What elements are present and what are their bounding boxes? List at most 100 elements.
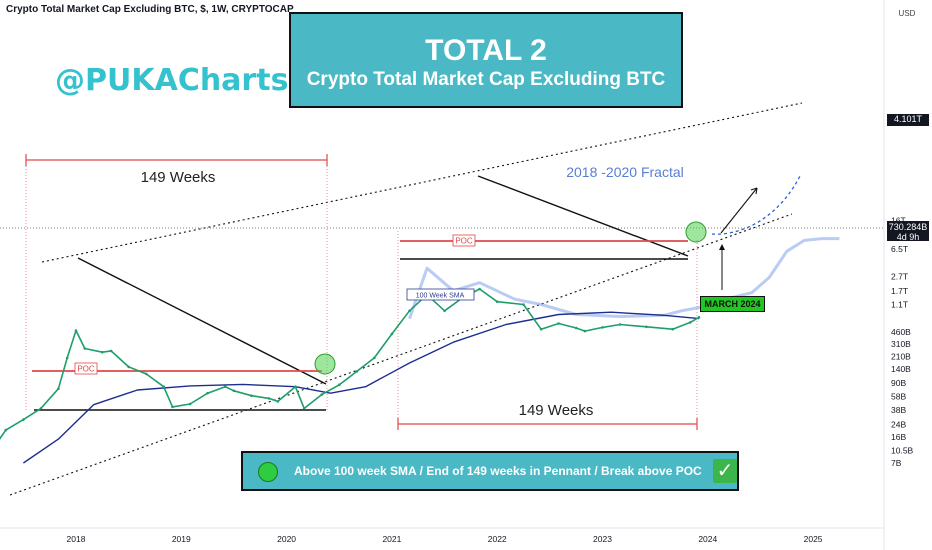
price-point [688, 321, 692, 324]
title-box: TOTAL 2 Crypto Total Market Cap Excludin… [289, 12, 683, 108]
price-point [697, 316, 701, 319]
x-tick-label: 2018 [67, 534, 86, 544]
price-point [671, 327, 674, 331]
price-point [144, 372, 148, 376]
y-tick-label: 1.1T [891, 299, 908, 309]
price-point [188, 402, 192, 406]
price-point [162, 385, 165, 389]
price-point [267, 397, 271, 400]
price-point [83, 347, 87, 350]
y-tick-label: 10.5B [891, 445, 914, 455]
current-price-value: 730.284B [888, 222, 928, 232]
checkmark-icon: ✓ [713, 459, 737, 483]
x-tick-label: 2020 [277, 534, 296, 544]
title-sub: Crypto Total Market Cap Excluding BTC [306, 69, 666, 90]
price-point [250, 394, 253, 398]
y-tick-label: 310B [891, 339, 911, 349]
series-layer [0, 237, 840, 464]
upper-price-tag: 4.101T [887, 114, 929, 126]
y-tick-label: 16B [891, 432, 906, 442]
x-tick-label: 2025 [804, 534, 823, 544]
chart-header: Crypto Total Market Cap Excluding BTC, $… [6, 4, 294, 15]
lower-channel-line [9, 213, 793, 496]
march-label: MARCH 2024 [700, 296, 765, 312]
price-point [645, 325, 648, 329]
price-point [206, 391, 209, 395]
poc-tag-1: POC [77, 365, 95, 374]
projection-curve [711, 175, 801, 235]
x-tick-label: 2019 [172, 534, 191, 544]
price-point [39, 407, 43, 410]
price-point [522, 303, 525, 306]
weeks-top-label: 149 Weeks [141, 169, 216, 186]
x-tick-label: 2024 [698, 534, 717, 544]
poc-tag-1-box [74, 362, 98, 375]
price-point [338, 383, 341, 387]
y-axis-currency: USD [899, 9, 916, 18]
y-tick-label: 90B [891, 378, 906, 388]
x-tick-label: 2022 [488, 534, 507, 544]
y-tick-label: 210B [891, 351, 911, 361]
sma-tag-box [406, 288, 475, 301]
price-point [583, 329, 587, 333]
pennant1-top [77, 257, 327, 385]
price-point [557, 322, 560, 325]
price-point [171, 405, 174, 409]
x-tick-label: 2021 [382, 534, 401, 544]
price-point [495, 300, 499, 304]
price-point [223, 385, 227, 389]
current-price-tag: 730.284B 4d 9h [887, 221, 929, 242]
y-tick-label: 460B [891, 327, 911, 337]
price-point [276, 400, 280, 403]
projection-arrow-up [720, 187, 758, 234]
price-point [302, 407, 306, 410]
price-point [390, 332, 394, 336]
fractal-label: 2018 -2020 Fractal [566, 164, 684, 180]
price-point [574, 326, 578, 330]
author-handle: @PUKACharts [55, 63, 289, 98]
x-axis: 2018 2019 2020 2021 2022 2023 2024 2025 [67, 534, 823, 544]
x-tick-label: 2023 [593, 534, 612, 544]
pennant2-top [477, 175, 689, 257]
price-point [618, 323, 622, 326]
price-point [355, 370, 359, 373]
price-point [373, 356, 376, 360]
y-tick-label: 38B [891, 405, 906, 415]
march-arrow-head [719, 244, 725, 250]
weeks-bottom-label: 149 Weeks [519, 402, 594, 419]
price-point [65, 356, 69, 360]
price-point [294, 385, 297, 389]
price-point [57, 387, 60, 391]
y-tick-label: 1.7T [891, 286, 908, 296]
price-point [443, 309, 446, 313]
y-tick-label: 2.7T [891, 271, 908, 281]
price-point [601, 326, 604, 329]
y-tick-label: 24B [891, 419, 906, 429]
fractal-series-line [408, 237, 840, 320]
price-point [4, 428, 8, 432]
price-point [478, 287, 481, 291]
poc-tag-2-box [452, 234, 476, 247]
price-point [320, 393, 324, 396]
y-tick-label: 140B [891, 364, 911, 374]
title-main: TOTAL 2 [425, 34, 547, 67]
y-tick-label: 58B [891, 392, 906, 402]
y-tick-label: 7B [891, 458, 902, 468]
price-point [539, 327, 543, 331]
breakout-circle-1 [314, 353, 336, 375]
sma-tag: 100 Week SMA [416, 293, 465, 300]
price-point [232, 389, 236, 393]
y-tick-label: 16T [891, 216, 906, 226]
price-point [408, 309, 411, 313]
sma-series-line [23, 311, 700, 464]
price-point [74, 329, 78, 332]
candle-countdown: 4d 9h [896, 232, 920, 242]
breakout-circle-2 [685, 221, 707, 243]
green-dot-icon [258, 462, 278, 482]
price-point [101, 350, 104, 354]
price-point [127, 365, 130, 369]
poc-tag-2: POC [455, 237, 473, 246]
note-text: Above 100 week SMA / End of 149 weeks in… [294, 464, 702, 478]
